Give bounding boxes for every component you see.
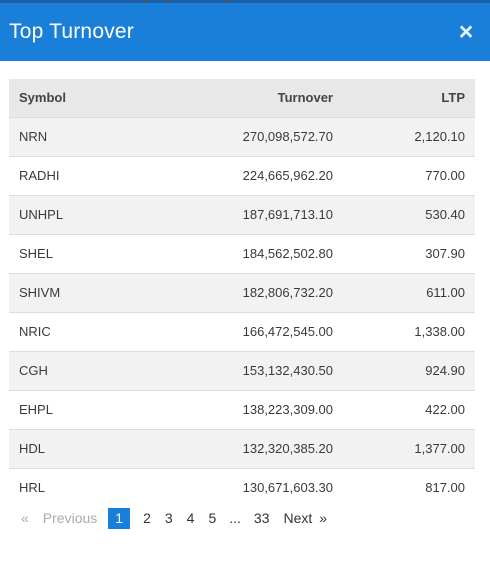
- table-row: CGH 153,132,430.50 924.90: [9, 351, 475, 390]
- close-icon[interactable]: ×: [458, 17, 474, 46]
- page-button-last[interactable]: 33: [253, 510, 270, 526]
- table-header-row: Symbol Turnover LTP: [9, 79, 475, 117]
- cell-turnover: 270,098,572.70: [242, 129, 333, 144]
- cell-turnover: 182,806,732.20: [242, 285, 333, 300]
- pagination-ellipsis: ...: [229, 510, 241, 526]
- cell-symbol[interactable]: UNHPL: [19, 207, 64, 222]
- column-header-turnover[interactable]: Turnover: [277, 90, 333, 106]
- cell-ltp: 422.00: [425, 402, 465, 417]
- background-tick: [226, 0, 229, 3]
- table-row: EHPL 138,223,309.00 422.00: [9, 390, 475, 429]
- cell-symbol[interactable]: CGH: [19, 363, 48, 378]
- table-row: NRIC 166,472,545.00 1,338.00: [9, 312, 475, 351]
- cell-symbol[interactable]: HRL: [19, 480, 46, 496]
- cell-ltp: 817.00: [425, 480, 465, 496]
- modal-title: Top Turnover: [9, 20, 134, 43]
- cell-symbol[interactable]: NRIC: [19, 324, 51, 339]
- cell-symbol[interactable]: HDL: [19, 441, 46, 456]
- column-header-ltp[interactable]: LTP: [441, 90, 465, 106]
- background-strip: [0, 0, 490, 3]
- background-tick: [143, 0, 146, 3]
- modal-header: Top Turnover ×: [0, 3, 490, 61]
- previous-arrow-icon: «: [21, 510, 29, 526]
- cell-ltp: 530.40: [425, 207, 465, 222]
- cell-turnover: 130,671,603.30: [242, 480, 333, 496]
- page-button-1[interactable]: 1: [108, 508, 131, 529]
- cell-ltp: 611.00: [426, 285, 465, 300]
- table-row: NRN 270,098,572.70 2,120.10: [9, 117, 475, 156]
- cell-ltp: 770.00: [425, 168, 465, 183]
- table-row: RADHI 224,665,962.20 770.00: [9, 156, 475, 195]
- cell-turnover: 224,665,962.20: [242, 168, 333, 183]
- cell-turnover: 187,691,713.10: [242, 207, 333, 222]
- next-arrow-icon[interactable]: »: [319, 510, 328, 526]
- table-row: SHIVM 182,806,732.20 611.00: [9, 273, 475, 312]
- cell-ltp: 307.90: [425, 246, 465, 261]
- turnover-table: Symbol Turnover LTP NRN 270,098,572.70 2,1…: [9, 79, 475, 507]
- cell-turnover: 166,472,545.00: [242, 324, 333, 339]
- cell-ltp: 1,338.00: [414, 324, 465, 339]
- column-header-symbol[interactable]: Symbol: [19, 90, 66, 106]
- cell-ltp: 924.90: [425, 363, 465, 378]
- page-button-5[interactable]: 5: [208, 510, 217, 526]
- cell-symbol[interactable]: NRN: [19, 129, 48, 144]
- cell-symbol[interactable]: EHPL: [19, 402, 53, 417]
- background-tick: [166, 0, 169, 3]
- cell-ltp: 1,377.00: [414, 441, 465, 456]
- cell-turnover: 153,132,430.50: [242, 363, 333, 378]
- cell-turnover: 132,320,385.20: [242, 441, 333, 456]
- page-button-4[interactable]: 4: [186, 510, 195, 526]
- cell-symbol[interactable]: SHEL: [19, 246, 53, 261]
- cell-turnover: 184,562,502.80: [242, 246, 333, 261]
- page-button-3[interactable]: 3: [164, 510, 173, 526]
- previous-button: Previous: [42, 510, 98, 526]
- pagination: « Previous 1 2 3 4 5 ... 33 Next »: [14, 508, 334, 529]
- table-row: HDL 132,320,385.20 1,377.00: [9, 429, 475, 468]
- cell-turnover: 138,223,309.00: [242, 402, 333, 417]
- cell-symbol[interactable]: RADHI: [19, 168, 60, 183]
- cell-symbol[interactable]: SHIVM: [19, 285, 61, 300]
- cell-ltp: 2,120.10: [414, 129, 465, 144]
- table-row: SHEL 184,562,502.80 307.90: [9, 234, 475, 273]
- table-row: HRL 130,671,603.30 817.00: [9, 468, 475, 507]
- table-row: UNHPL 187,691,713.10 530.40: [9, 195, 475, 234]
- page-button-2[interactable]: 2: [143, 510, 151, 526]
- next-button[interactable]: Next: [283, 510, 313, 526]
